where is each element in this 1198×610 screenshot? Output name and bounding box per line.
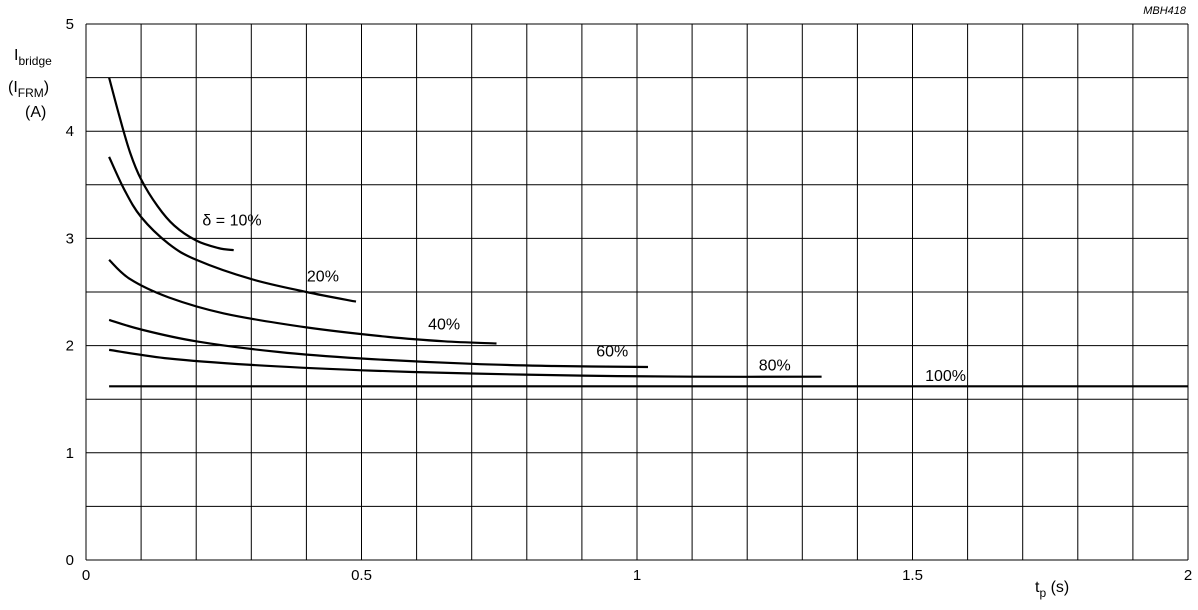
figure-code: MBH418 (1143, 5, 1187, 17)
curve-line (108, 258, 497, 345)
curve-line (108, 77, 234, 252)
y-axis-label-line3: (A) (25, 104, 46, 121)
y-label2-open: (I (8, 79, 18, 96)
tick-labels: 0 0.5 1 1.5 2 0 1 2 3 4 5 (66, 16, 1193, 584)
x-tick-label: 1 (633, 567, 641, 584)
y-axis-label-line1: Ibridge (14, 47, 52, 68)
x-tick-label: 2 (1184, 567, 1192, 584)
y-label2-sub: FRM (18, 86, 44, 100)
y-label-main: I (14, 47, 18, 64)
curve-labels: δ = 10% 20% 40% 60% 80% 100% (202, 213, 966, 385)
curve-line (108, 156, 357, 303)
y-axis-label-line2: (IFRM) (8, 79, 49, 100)
curve-label: 100% (925, 368, 966, 385)
x-tick-label: 0.5 (351, 567, 372, 584)
curve-label: δ = 10% (202, 213, 261, 230)
x-axis-label: tp (s) (1035, 579, 1069, 600)
x-tick-label: 0 (82, 567, 90, 584)
y-tick-label: 1 (66, 445, 74, 462)
y-tick-label: 5 (66, 16, 74, 33)
y-label2-close: ) (44, 79, 49, 96)
y-tick-label: 0 (66, 552, 74, 569)
y-tick-label: 4 (66, 123, 74, 140)
x-label-sub: p (1039, 586, 1046, 600)
curve-line (108, 348, 822, 378)
curve-label: 80% (759, 357, 791, 374)
grid (85, 23, 1189, 561)
x-tick-label: 1.5 (902, 567, 923, 584)
curve-label: 60% (596, 343, 628, 360)
y-tick-label: 2 (66, 338, 74, 355)
x-label-unit: (s) (1046, 579, 1069, 596)
curve-line (108, 318, 649, 369)
curves (108, 77, 1188, 388)
curve-label: 20% (307, 268, 339, 285)
curve-label: 40% (428, 317, 460, 334)
y-tick-label: 3 (66, 230, 74, 247)
x-label-main: t (1035, 579, 1040, 596)
y-label-sub: bridge (18, 54, 52, 68)
